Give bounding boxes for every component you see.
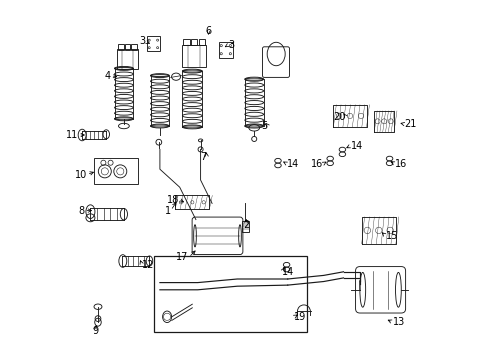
Text: 12: 12 [142,260,154,270]
Text: 14: 14 [286,159,299,169]
Text: 1: 1 [164,206,170,216]
Bar [198,39,205,45]
Text: 15: 15 [385,231,397,241]
Bar [94,158,138,184]
Text: 13: 13 [392,317,404,327]
Text: 18: 18 [166,195,179,205]
Text: 14: 14 [350,141,362,151]
Bar [124,44,130,49]
Text: 2: 2 [243,220,249,230]
Bar [183,39,189,45]
Text: 6: 6 [205,26,211,36]
Bar [147,36,160,51]
Text: 20: 20 [333,112,346,122]
Text: 8: 8 [78,206,84,216]
Text: 3: 3 [139,36,145,46]
Text: 10: 10 [74,170,87,180]
Text: 7: 7 [200,152,206,162]
Bar [117,44,123,49]
Bar [219,41,232,58]
Bar [131,44,137,49]
Bar [190,39,197,45]
Text: 14: 14 [282,267,294,277]
Text: 4: 4 [104,71,110,81]
Bar [153,256,306,332]
Bar [117,49,138,69]
Text: 3: 3 [228,40,234,50]
Text: 17: 17 [176,252,188,262]
Text: 11: 11 [66,130,78,140]
Text: 9: 9 [92,326,98,336]
Bar [241,221,248,232]
Text: 16: 16 [310,159,322,169]
Bar [182,45,205,67]
Text: 19: 19 [294,312,306,322]
Text: 16: 16 [394,159,407,169]
Text: 5: 5 [261,121,267,131]
Text: 21: 21 [404,119,416,129]
